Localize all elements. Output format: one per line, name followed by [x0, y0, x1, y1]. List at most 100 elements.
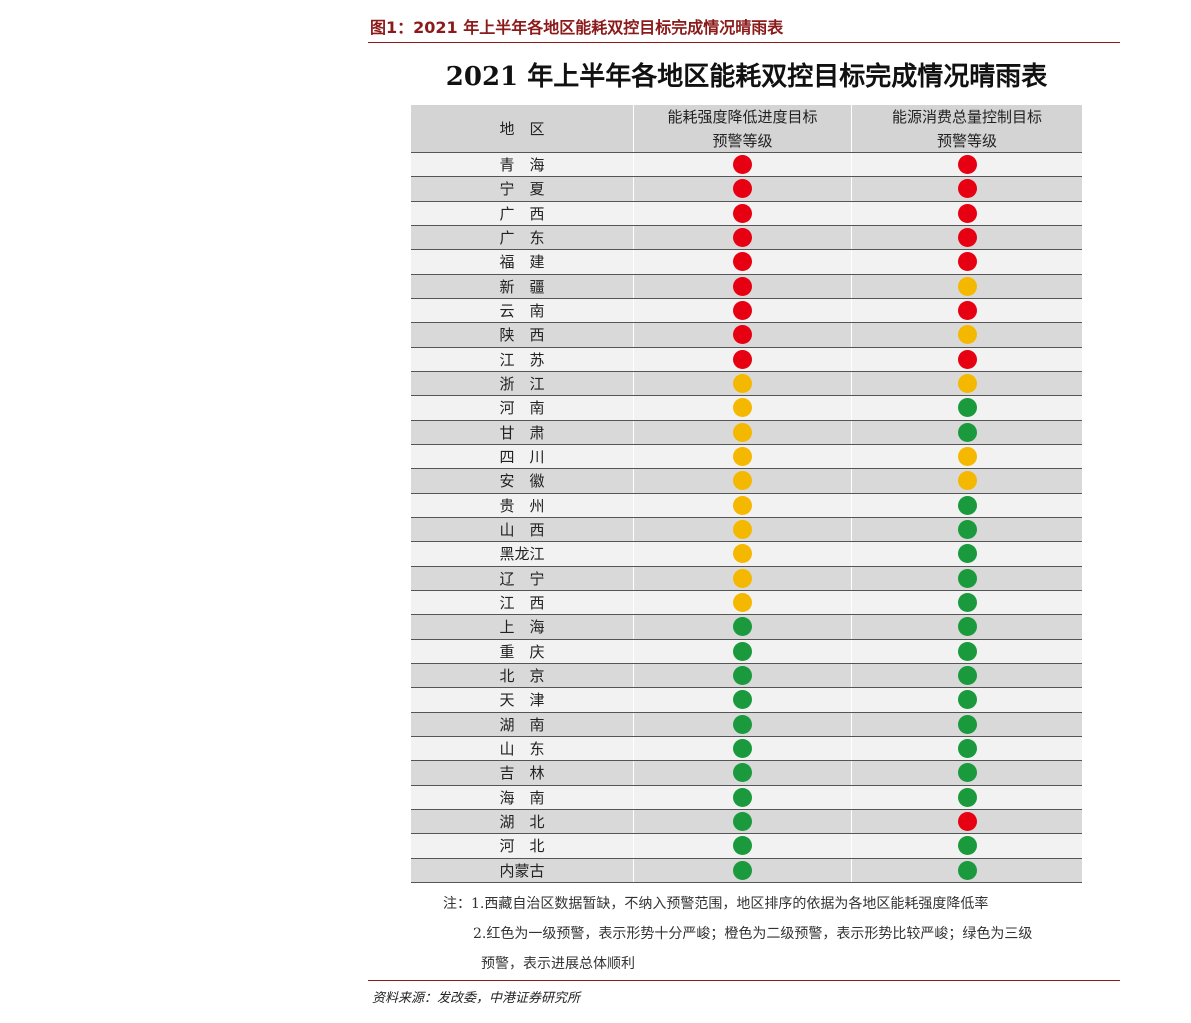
- level-cell: [633, 712, 851, 736]
- source: 资料来源：发改委，中港证券研究所: [372, 991, 581, 1006]
- table-row: 陕 西: [411, 323, 1082, 348]
- level-cell: [851, 639, 1082, 663]
- level-cell: [851, 737, 1082, 761]
- table-row: 山 东: [411, 737, 1082, 762]
- warning-dot: [957, 544, 977, 564]
- region-cell: 四 川: [499, 448, 545, 467]
- table-row: 云 南: [411, 299, 1082, 324]
- warning-dot: [733, 520, 752, 540]
- warning-dot: [957, 447, 977, 467]
- warning-dot: [957, 739, 977, 759]
- warning-dot: [733, 714, 752, 734]
- level-cell: [851, 712, 1082, 736]
- warning-dot: [733, 617, 752, 637]
- warning-dot: [957, 471, 977, 491]
- level-cell: [851, 323, 1082, 347]
- table-row: 四 川: [411, 445, 1082, 470]
- region-cell: 宁 夏: [499, 180, 545, 199]
- level-cell: [633, 420, 851, 444]
- region-cell: 上 海: [499, 618, 545, 637]
- warning-dot: [733, 641, 752, 661]
- warning-dot: [957, 301, 977, 321]
- header-cell: 能耗强度降低进度目标 预警等级: [633, 105, 851, 152]
- level-cell: [851, 688, 1082, 712]
- table-row: 天 津: [411, 688, 1082, 713]
- level-cell: [851, 518, 1082, 542]
- level-cell: [851, 299, 1082, 323]
- warning-dot: [733, 471, 752, 491]
- title: 2021 年上半年各地区能耗双控目标完成情况晴雨表: [445, 62, 1048, 92]
- warning-dot: [733, 276, 752, 296]
- level-cell: [851, 615, 1082, 639]
- region-cell: 江 西: [499, 594, 545, 613]
- table-row: 重 庆: [411, 639, 1082, 664]
- region-cell: 河 南: [499, 399, 545, 418]
- region-cell: 广 西: [499, 204, 545, 223]
- warning-dot: [733, 349, 752, 369]
- warning-dot: [733, 666, 752, 686]
- level-cell: [633, 591, 851, 615]
- region-cell: 甘 肃: [499, 423, 545, 442]
- warning-dot: [733, 739, 752, 759]
- warning-dot: [733, 252, 752, 272]
- region-cell: 山 西: [499, 521, 545, 540]
- warning-dot: [957, 520, 977, 540]
- region-cell: 云 南: [499, 302, 545, 321]
- table-row: 北 京: [411, 664, 1082, 689]
- warning-dot: [957, 836, 977, 856]
- warning-dot: [733, 422, 752, 442]
- region-cell: 辽 宁: [499, 569, 545, 588]
- level-cell: [633, 396, 851, 420]
- level-cell: [851, 469, 1082, 493]
- level-cell: [633, 372, 851, 396]
- level-cell: [851, 664, 1082, 688]
- rule: [368, 42, 1120, 43]
- region-cell: 黑龙江: [499, 545, 545, 564]
- note-line: 预警，表示进展总体顺利: [481, 956, 635, 972]
- level-cell: [633, 323, 851, 347]
- level-cell: [851, 566, 1082, 590]
- warning-dot: [957, 179, 977, 199]
- table-row: 吉 林: [411, 761, 1082, 786]
- level-cell: [851, 591, 1082, 615]
- region-cell: 陕 西: [499, 326, 545, 345]
- table-row: 广 西: [411, 201, 1082, 226]
- table-row: 黑龙江: [411, 542, 1082, 567]
- level-cell: [633, 566, 851, 590]
- warning-dot: [733, 398, 752, 418]
- warning-dot: [733, 860, 752, 880]
- table-row: 海 南: [411, 785, 1082, 810]
- warning-dot: [957, 617, 977, 637]
- table-row: 河 南: [411, 396, 1082, 421]
- level-cell: [851, 834, 1082, 858]
- level-cell: [633, 737, 851, 761]
- table-row: 江 西: [411, 591, 1082, 616]
- table-row: 新 疆: [411, 274, 1082, 299]
- table-row: 宁 夏: [411, 177, 1082, 202]
- header-cell: 地 区: [411, 105, 633, 152]
- warning-dot: [733, 155, 752, 175]
- warning-dot: [733, 228, 752, 248]
- warning-dot: [733, 495, 752, 515]
- region-cell: 重 庆: [499, 642, 545, 661]
- header-text: 地 区: [499, 119, 545, 138]
- warning-dot: [733, 544, 752, 564]
- level-cell: [851, 201, 1082, 225]
- warning-dot: [957, 593, 977, 613]
- level-cell: [851, 445, 1082, 469]
- figure-label: 图1：2021 年上半年各地区能耗双控目标完成情况晴雨表: [370, 18, 784, 37]
- level-cell: [633, 858, 851, 882]
- table-row: 贵 州: [411, 493, 1082, 518]
- header-text: 预警等级: [712, 131, 773, 150]
- region-cell: 福 建: [499, 253, 545, 272]
- warning-dot: [733, 301, 752, 321]
- header-text: 能耗强度降低进度目标: [667, 107, 818, 126]
- warning-dot: [957, 398, 977, 418]
- warning-dot: [957, 860, 977, 880]
- warning-dot: [733, 568, 752, 588]
- level-cell: [851, 177, 1082, 201]
- table-row: 甘 肃: [411, 420, 1082, 445]
- level-cell: [851, 420, 1082, 444]
- warning-dot: [957, 641, 977, 661]
